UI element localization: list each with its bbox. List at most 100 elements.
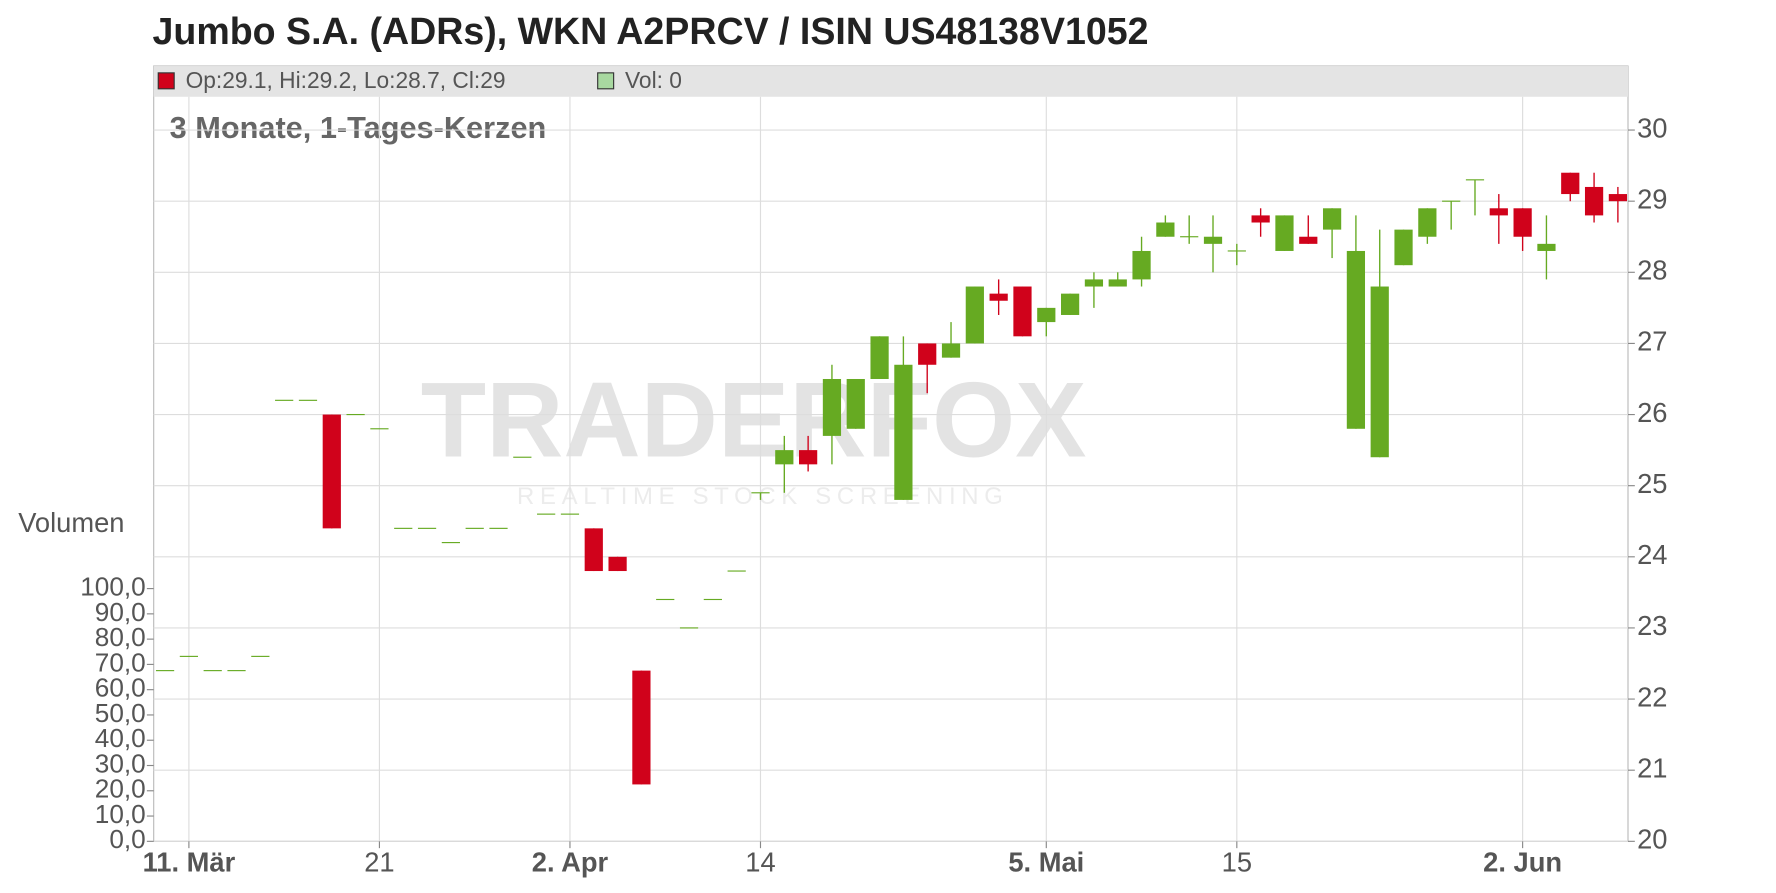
candle-body (489, 527, 508, 529)
candle-body (1061, 293, 1080, 315)
y2-axis-label: Volumen (18, 507, 124, 538)
candle-body (1537, 243, 1556, 251)
candle-body (1180, 236, 1199, 238)
candle-body (1489, 208, 1508, 216)
candle-body (1203, 236, 1223, 244)
candle-body (846, 378, 865, 429)
candle-body (751, 492, 770, 494)
candle-body (1465, 179, 1485, 181)
y-tick-label: 26 (1637, 397, 1667, 428)
x-tick-label: 14 (745, 846, 775, 877)
y-tick-label: 24 (1637, 539, 1667, 570)
candle-body (632, 670, 651, 785)
candle-body (441, 542, 460, 544)
y2-tick-label: 90,0 (95, 597, 146, 627)
candle-body (465, 527, 484, 529)
candle-body (275, 399, 294, 401)
candle-body (298, 399, 318, 401)
candle-body (870, 336, 889, 379)
candle-body (989, 293, 1008, 301)
candle-body (1394, 229, 1413, 266)
candle-body (965, 286, 984, 344)
candle-body (584, 528, 603, 572)
candle-body (703, 598, 722, 601)
subtitle: 3 Monate, 1-Tages-Kerzen (170, 110, 547, 145)
candle-body (1442, 200, 1461, 202)
candle-body (1561, 172, 1580, 195)
candle-body (656, 598, 675, 601)
x-tick-label: 2. Apr (532, 846, 609, 877)
candle-body (941, 343, 961, 358)
candle-body (1132, 250, 1151, 280)
candle-body (1370, 286, 1389, 458)
candle-body (1608, 194, 1627, 202)
candle-body (1299, 236, 1318, 244)
candle-body (227, 670, 246, 672)
candle-body (1346, 250, 1366, 429)
candle-body (894, 364, 913, 500)
candle-body (608, 556, 627, 572)
candle-body (203, 670, 222, 672)
y2-tick-label: 70,0 (95, 647, 146, 677)
y2-tick-label: 60,0 (95, 673, 146, 703)
y-tick-label: 25 (1637, 468, 1667, 499)
candle-body (1322, 208, 1342, 230)
candle-body (179, 655, 199, 657)
y-tick-label: 20 (1637, 824, 1667, 855)
watermark-sub: REALTIME STOCK SCREENING (517, 483, 1009, 510)
candle-body (560, 513, 580, 515)
watermark: TRADERFOX (421, 359, 1087, 479)
candle-body (799, 450, 818, 465)
candle-body (1513, 208, 1532, 237)
candle-body (918, 343, 937, 365)
y2-tick-label: 10,0 (95, 799, 146, 829)
candle-body (1275, 215, 1294, 251)
candle-body (1418, 208, 1437, 237)
candle-body (1108, 279, 1127, 287)
y-tick-label: 21 (1637, 752, 1667, 783)
candle-body (727, 570, 746, 572)
candle-body (155, 670, 175, 672)
candle-body (679, 627, 699, 629)
y2-tick-label: 100,0 (80, 572, 146, 602)
y-tick-label: 28 (1637, 255, 1667, 286)
candle-body (1013, 286, 1032, 337)
y-tick-label: 30 (1637, 112, 1667, 143)
y2-tick-label: 40,0 (95, 723, 146, 753)
info-swatch (157, 72, 175, 90)
candle-body (1084, 279, 1104, 287)
candle-body (1037, 307, 1056, 323)
candle-body (251, 655, 270, 657)
y2-tick-label: 20,0 (95, 774, 146, 804)
candle-body (1156, 222, 1175, 237)
candle-body (370, 428, 389, 430)
chart-title: Jumbo S.A. (ADRs), WKN A2PRCV / ISIN US4… (153, 10, 1149, 52)
candle-body (822, 378, 842, 436)
x-tick-label: 11. Mär (143, 846, 236, 877)
x-tick-label: 2. Jun (1483, 846, 1562, 877)
x-tick-label: 21 (364, 846, 394, 877)
candle-body (1584, 186, 1604, 216)
y-tick-label: 23 (1637, 610, 1667, 641)
candle-body (1251, 215, 1270, 223)
y2-tick-label: 80,0 (95, 622, 146, 652)
y-tick-label: 27 (1637, 326, 1667, 357)
y2-tick-label: 50,0 (95, 698, 146, 728)
info-text: Vol: 0 (625, 67, 682, 93)
info-text: Op:29.1, Hi:29.2, Lo:28.7, Cl:29 (186, 67, 506, 93)
info-swatch (597, 72, 615, 90)
y2-tick-label: 30,0 (95, 748, 146, 778)
candle-body (1227, 250, 1246, 252)
info-band (153, 66, 1629, 97)
candle-body (322, 414, 341, 529)
candle-body (394, 527, 413, 529)
y2-tick-label: 0,0 (109, 824, 145, 854)
x-tick-label: 5. Mai (1008, 846, 1084, 877)
y-tick-label: 22 (1637, 681, 1667, 712)
y-tick-label: 29 (1637, 183, 1667, 214)
candle-body (417, 527, 437, 529)
candle-body (775, 450, 794, 465)
x-tick-label: 15 (1222, 846, 1252, 877)
candle-body (346, 413, 365, 416)
